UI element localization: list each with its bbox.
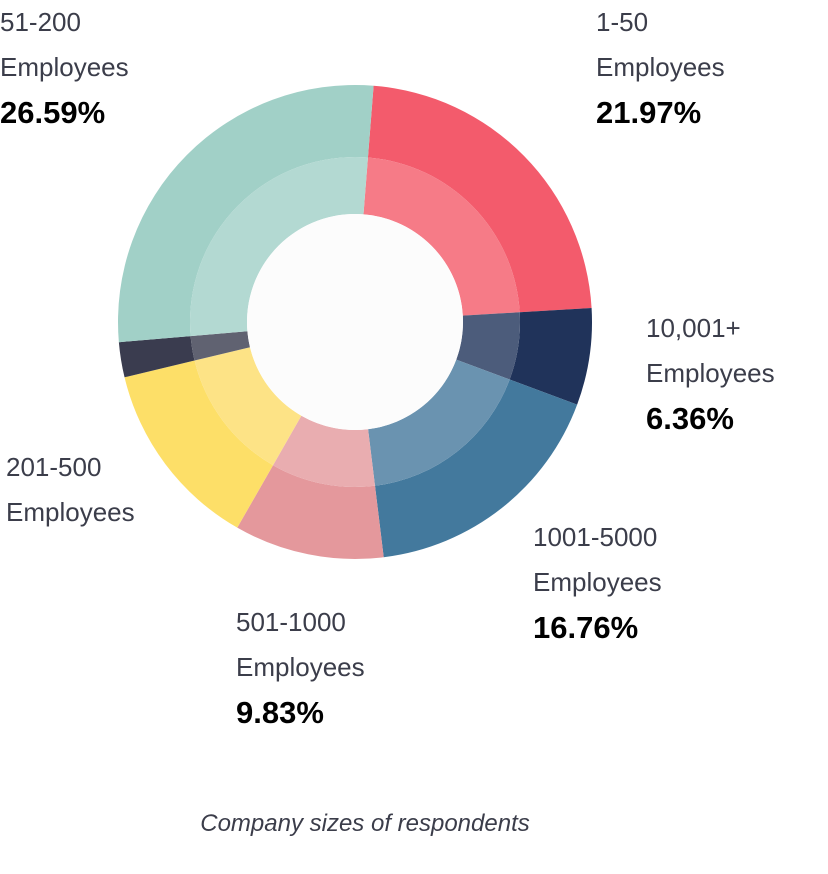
label-1-50: 1-50 Employees 21.97% [596, 0, 725, 136]
label-51-200-name: 51-200 [0, 7, 81, 37]
label-501-1000-unit: Employees [236, 652, 365, 682]
slice-inner-1-50 [363, 157, 520, 316]
label-501-1000-percent: 9.83% [236, 695, 324, 730]
label-1-50-unit: Employees [596, 52, 725, 82]
label-10001plus-unit: Employees [646, 358, 775, 388]
label-1001-5000-percent: 16.76% [533, 610, 639, 645]
label-51-200-unit: Employees [0, 52, 129, 82]
slice-inner-501-1000 [273, 415, 375, 487]
slice-outer-1-50 [367, 85, 592, 313]
slice-outer-10-001- [509, 308, 592, 405]
label-1-50-percent: 21.97% [596, 95, 702, 130]
slice-outer-1001-5000 [374, 379, 578, 558]
chart-caption: Company sizes of respondents [200, 810, 530, 837]
label-10001plus-name: 10,001+ [646, 313, 741, 343]
donut-hole [247, 214, 463, 430]
label-201-500: 201-500 Employees [6, 445, 135, 535]
label-10001plus-percent: 6.36% [646, 401, 734, 436]
slice-outer-201-500 [124, 360, 274, 528]
label-501-1000-name: 501-1000 [236, 607, 346, 637]
slice-outer-unlabeled [118, 336, 195, 378]
slice-inner-1001-5000 [368, 359, 510, 486]
slice-outer-501-1000 [237, 465, 384, 559]
slice-outer-51-200 [118, 85, 374, 343]
label-51-200-percent: 26.59% [0, 95, 106, 130]
label-1001-5000-unit: Employees [533, 567, 662, 597]
slice-inner-unlabeled [190, 331, 250, 361]
label-1001-5000: 1001-5000 Employees 16.76% [533, 515, 662, 651]
slice-inner-201-500 [194, 347, 302, 466]
label-1-50-name: 1-50 [596, 7, 649, 37]
label-501-1000: 501-1000 Employees 9.83% [236, 600, 365, 736]
label-10001plus: 10,001+ Employees 6.36% [646, 306, 775, 442]
slice-inner-51-200 [190, 157, 368, 337]
label-201-500-unit: Employees [6, 497, 135, 527]
slice-inner-10-001- [456, 312, 520, 380]
label-1001-5000-name: 1001-5000 [533, 522, 658, 552]
label-201-500-name: 201-500 [6, 452, 102, 482]
label-51-200: 51-200 Employees 26.59% [0, 0, 129, 136]
